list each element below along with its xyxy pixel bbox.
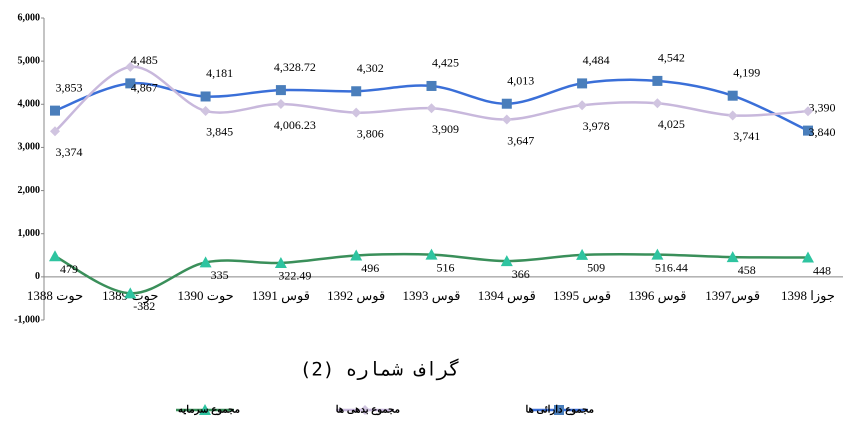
data-label: 3,647 [507,133,534,147]
marker [727,90,738,101]
x-tick-label: حوت 1390 [177,288,233,304]
marker [500,255,513,267]
y-tick-label: 4,000 [18,99,41,110]
marker [652,75,663,86]
y-tick-label: 2,000 [18,185,41,196]
marker [199,256,212,268]
data-label: 3,853 [56,80,83,94]
data-label: 4,867 [131,81,158,95]
marker [125,61,136,72]
marker [803,125,813,136]
legend-label: مجموع بدهی ها [336,405,400,416]
marker [425,248,438,260]
marker [124,287,137,299]
data-label: 366 [512,267,530,281]
marker [577,100,588,111]
marker [651,248,664,260]
marker [726,251,739,263]
marker [577,78,588,89]
x-tick-label: قوس 1391 [252,288,310,304]
data-label: 335 [211,268,229,282]
data-label: -382 [133,299,155,313]
data-label: 4,181 [206,66,233,80]
data-label: 3,978 [583,119,610,133]
y-tick-label: 3,000 [18,142,41,153]
marker [50,105,60,116]
data-label: 3,840 [809,125,836,139]
x-tick-label: قوس 1393 [402,288,460,304]
data-label: 3,806 [357,126,384,140]
data-label: 509 [587,261,605,275]
data-label: 4,013 [507,73,534,87]
y-tick-label: -1,000 [14,314,40,325]
data-label: 496 [361,261,379,275]
marker [200,105,211,116]
data-label: 4,199 [733,65,760,79]
data-label: 516.44 [655,260,688,274]
data-label: 322.49 [278,269,311,283]
chart-title: گراف شماره (2) [300,358,460,381]
marker [802,251,814,263]
marker [275,99,286,110]
marker [50,126,60,137]
data-label: 4,425 [432,56,459,70]
data-label: 4,484 [583,53,610,67]
data-label: 516 [437,260,455,274]
x-tick-label: قوس 1392 [327,288,385,304]
x-tick-label: قوس 1394 [478,288,536,304]
marker [576,248,589,260]
data-label: 4,485 [131,53,158,67]
data-label: 4,542 [658,51,685,65]
legend-label: مجموع دارائی ها [525,405,594,416]
marker [350,249,363,261]
marker [351,86,362,97]
data-label: 4,025 [658,117,685,131]
x-tick-label: قوس1397 [705,288,760,304]
data-label: 4,302 [357,61,384,75]
marker [727,110,738,121]
marker [49,250,61,262]
marker [426,103,437,114]
marker [274,256,287,268]
data-label: 448 [813,263,831,277]
x-tick-label: جوزا 1398 [781,288,835,304]
marker [275,85,286,96]
x-tick-label: قوس 1396 [628,288,686,304]
x-tick-label: حوت 1388 [27,288,83,304]
legend-label: مجموع سرمایه [178,405,240,416]
data-label: 458 [738,263,756,277]
legend-marker [199,404,211,415]
data-label: 4,006.23 [274,118,316,132]
y-tick-label: 0 [35,271,40,282]
marker [803,106,813,117]
marker [652,98,663,109]
marker [426,80,437,91]
y-tick-label: 5,000 [18,55,41,66]
data-label: 3,390 [809,100,836,114]
marker [200,91,211,102]
marker [351,107,362,118]
legend-marker [554,405,564,415]
marker [125,78,136,89]
marker [501,98,512,109]
y-tick-label: 1,000 [18,228,41,239]
marker [501,114,512,125]
data-label: 3,741 [733,129,760,143]
legend-marker [360,405,370,415]
data-label: 479 [60,262,78,276]
data-label: 3,845 [206,125,233,139]
x-tick-label: قوس 1395 [553,288,611,304]
data-label: 3,374 [56,145,83,159]
y-tick-label: 6,000 [18,12,41,23]
data-label: 4,328.72 [274,60,316,74]
data-label: 3,909 [432,122,459,136]
